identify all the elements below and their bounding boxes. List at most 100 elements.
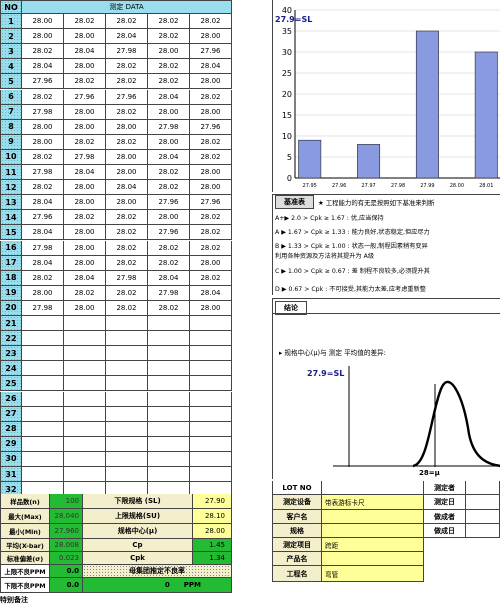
data-cell[interactable]: 28.02: [148, 165, 190, 181]
data-cell[interactable]: 28.00: [22, 29, 64, 45]
data-cell[interactable]: 28.02: [148, 14, 190, 30]
data-cell[interactable]: [64, 316, 106, 332]
data-cell[interactable]: [64, 346, 106, 362]
data-cell[interactable]: 28.04: [106, 29, 148, 45]
data-cell[interactable]: [22, 406, 64, 422]
data-cell[interactable]: 28.00: [64, 180, 106, 196]
data-cell[interactable]: 27.98: [148, 119, 190, 135]
data-cell[interactable]: 28.02: [106, 240, 148, 256]
data-cell[interactable]: 28.04: [22, 225, 64, 241]
data-cell[interactable]: [64, 451, 106, 467]
data-cell[interactable]: 28.02: [106, 285, 148, 301]
data-cell[interactable]: 27.98: [148, 285, 190, 301]
data-cell[interactable]: [148, 361, 190, 377]
data-cell[interactable]: 28.00: [190, 300, 232, 316]
data-cell[interactable]: 27.96: [22, 74, 64, 90]
data-cell[interactable]: 28.02: [106, 59, 148, 75]
data-cell[interactable]: [22, 436, 64, 452]
data-cell[interactable]: [190, 451, 232, 467]
data-cell[interactable]: [106, 406, 148, 422]
data-cell[interactable]: [148, 436, 190, 452]
data-cell[interactable]: [190, 436, 232, 452]
data-cell[interactable]: [148, 421, 190, 437]
info-value[interactable]: [322, 481, 424, 495]
data-cell[interactable]: [190, 391, 232, 407]
data-cell[interactable]: [106, 391, 148, 407]
info-right-value[interactable]: [466, 510, 500, 524]
data-cell[interactable]: 28.02: [148, 74, 190, 90]
data-cell[interactable]: 27.96: [190, 44, 232, 60]
data-cell[interactable]: [148, 316, 190, 332]
data-cell[interactable]: 27.96: [148, 195, 190, 211]
data-cell[interactable]: [190, 346, 232, 362]
data-cell[interactable]: [190, 316, 232, 332]
data-cell[interactable]: 28.00: [190, 255, 232, 271]
data-cell[interactable]: 28.04: [64, 165, 106, 181]
data-cell[interactable]: 28.00: [64, 119, 106, 135]
data-cell[interactable]: 28.02: [22, 180, 64, 196]
data-cell[interactable]: 28.00: [190, 29, 232, 45]
data-cell[interactable]: 27.98: [22, 165, 64, 181]
mu-value[interactable]: 28.00: [193, 524, 232, 539]
data-cell[interactable]: 27.98: [22, 104, 64, 120]
data-cell[interactable]: 28.02: [148, 240, 190, 256]
data-cell[interactable]: 28.00: [64, 59, 106, 75]
data-cell[interactable]: [106, 451, 148, 467]
data-cell[interactable]: [106, 467, 148, 483]
info-value[interactable]: 带表游标卡尺: [322, 495, 424, 510]
data-cell[interactable]: [106, 316, 148, 332]
data-cell[interactable]: [190, 421, 232, 437]
data-cell[interactable]: 28.02: [190, 225, 232, 241]
data-cell[interactable]: 28.02: [64, 285, 106, 301]
data-cell[interactable]: 28.00: [106, 165, 148, 181]
data-cell[interactable]: 28.02: [106, 14, 148, 30]
data-cell[interactable]: 28.02: [148, 255, 190, 271]
data-cell[interactable]: 28.04: [148, 270, 190, 286]
data-cell[interactable]: 28.04: [106, 180, 148, 196]
data-cell[interactable]: [64, 376, 106, 392]
data-cell[interactable]: 28.02: [64, 210, 106, 226]
data-cell[interactable]: [106, 436, 148, 452]
data-cell[interactable]: 28.04: [22, 59, 64, 75]
data-cell[interactable]: [22, 331, 64, 347]
data-cell[interactable]: 28.00: [64, 225, 106, 241]
data-cell[interactable]: [148, 467, 190, 483]
data-cell[interactable]: 28.02: [22, 89, 64, 105]
data-cell[interactable]: 28.02: [106, 74, 148, 90]
data-cell[interactable]: [64, 467, 106, 483]
data-cell[interactable]: 28.02: [64, 74, 106, 90]
data-cell[interactable]: 28.02: [22, 149, 64, 165]
data-cell[interactable]: 28.00: [64, 195, 106, 211]
data-cell[interactable]: 28.02: [190, 240, 232, 256]
data-cell[interactable]: 27.96: [64, 89, 106, 105]
data-cell[interactable]: 28.00: [148, 210, 190, 226]
data-cell[interactable]: 28.00: [64, 29, 106, 45]
data-cell[interactable]: 28.02: [106, 134, 148, 150]
data-cell[interactable]: [22, 376, 64, 392]
data-cell[interactable]: [190, 376, 232, 392]
data-cell[interactable]: [64, 331, 106, 347]
data-cell[interactable]: [64, 436, 106, 452]
data-cell[interactable]: 27.98: [22, 300, 64, 316]
data-cell[interactable]: 28.00: [22, 14, 64, 30]
data-cell[interactable]: 28.00: [190, 165, 232, 181]
data-cell[interactable]: [190, 467, 232, 483]
data-cell[interactable]: 28.00: [64, 104, 106, 120]
data-cell[interactable]: 27.96: [148, 225, 190, 241]
data-cell[interactable]: 28.02: [190, 149, 232, 165]
data-cell[interactable]: [22, 421, 64, 437]
data-cell[interactable]: [64, 391, 106, 407]
data-cell[interactable]: 28.02: [64, 134, 106, 150]
data-cell[interactable]: 28.02: [148, 180, 190, 196]
data-cell[interactable]: 28.02: [148, 29, 190, 45]
data-cell[interactable]: [22, 391, 64, 407]
data-cell[interactable]: [106, 331, 148, 347]
data-cell[interactable]: 28.02: [106, 104, 148, 120]
data-cell[interactable]: 28.02: [22, 44, 64, 60]
data-cell[interactable]: 28.04: [148, 149, 190, 165]
data-cell[interactable]: 28.00: [148, 44, 190, 60]
data-cell[interactable]: 28.00: [64, 255, 106, 271]
data-cell[interactable]: [106, 376, 148, 392]
data-cell[interactable]: 28.04: [64, 44, 106, 60]
data-cell[interactable]: 28.04: [22, 195, 64, 211]
